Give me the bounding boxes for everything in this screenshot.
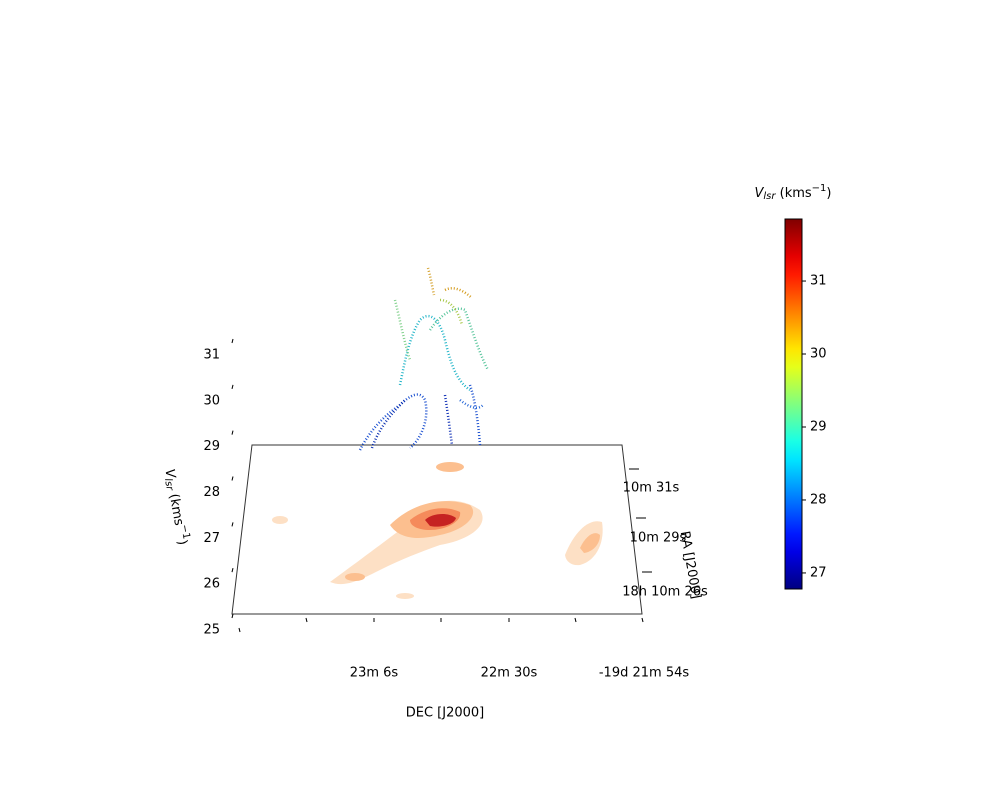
z-tick-mark bbox=[231, 522, 234, 527]
y-tick-label: 10m 29s bbox=[630, 531, 687, 546]
x-tick-marks bbox=[238, 617, 644, 633]
colorbar bbox=[784, 218, 803, 590]
colorbar-tick-label: 28 bbox=[810, 492, 827, 507]
z-tick-mark bbox=[231, 568, 234, 573]
z-tick-mark bbox=[231, 384, 234, 389]
colorbar-tick-label: 29 bbox=[810, 419, 827, 434]
z-tick-label: 25 bbox=[203, 623, 220, 638]
y-tick-label: 10m 31s bbox=[623, 481, 680, 496]
z-label-part: V bbox=[162, 468, 179, 480]
z-tick-mark bbox=[231, 430, 234, 435]
z-tick-label: 30 bbox=[203, 393, 220, 408]
cb-label-part: −1 bbox=[812, 183, 827, 194]
z-tick-mark bbox=[231, 613, 234, 619]
colorbar-tick-label: 31 bbox=[810, 274, 827, 289]
z-tick-label: 26 bbox=[203, 577, 220, 592]
z-label-part: ) bbox=[174, 539, 190, 547]
x-axis-label: DEC [J2000] bbox=[406, 706, 485, 721]
z-label-part: −1 bbox=[178, 524, 191, 540]
z-label-part: (kms bbox=[166, 488, 187, 526]
z-tick-label: 31 bbox=[203, 348, 220, 363]
z-tick-label: 29 bbox=[203, 439, 220, 454]
x-tick-label: 23m 6s bbox=[350, 666, 399, 681]
x-tick-label: 22m 30s bbox=[481, 666, 538, 681]
z-tick-mark bbox=[231, 338, 234, 344]
cb-label-part: (kms bbox=[776, 186, 812, 201]
cb-label-part: ) bbox=[826, 186, 831, 201]
colorbar-tick-label: 30 bbox=[810, 347, 827, 362]
colorbar-tick-label: 27 bbox=[810, 565, 827, 580]
z-tick-mark bbox=[231, 476, 234, 481]
point-cloud bbox=[358, 267, 490, 451]
z-label-part: lsr bbox=[162, 478, 175, 493]
x-tick-label: -19d 21m 54s bbox=[599, 666, 689, 681]
cb-label-part: V bbox=[754, 186, 764, 201]
z-axis-label: Vlsr (kms−1) bbox=[160, 467, 192, 546]
cb-label-part: lsr bbox=[763, 191, 776, 202]
contour-map bbox=[272, 462, 603, 599]
z-tick-label: 28 bbox=[203, 485, 220, 500]
y-tick-label: 18h 10m 26s bbox=[622, 585, 708, 600]
z-tick-label: 27 bbox=[203, 531, 220, 546]
y-tick-marks bbox=[629, 468, 652, 573]
colorbar-label: Vlsr (kms−1) bbox=[754, 183, 831, 202]
